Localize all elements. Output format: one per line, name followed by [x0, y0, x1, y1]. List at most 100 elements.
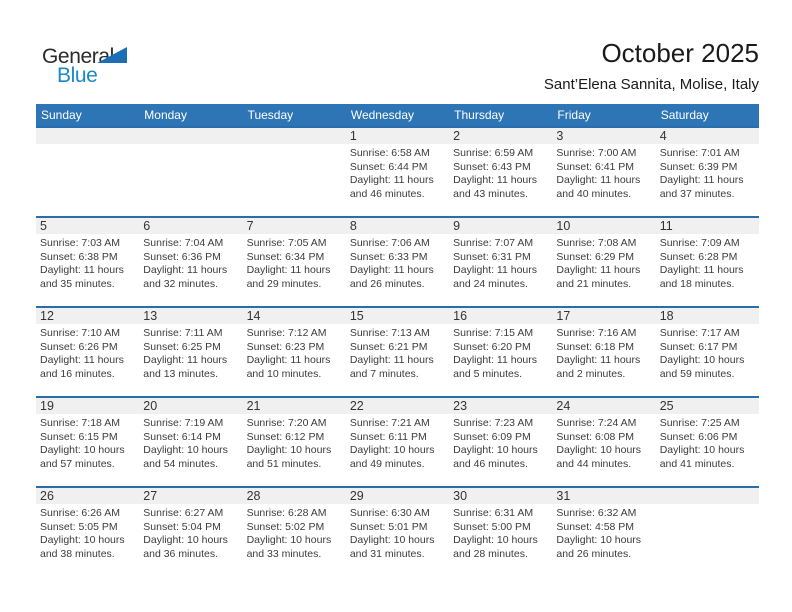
- sunrise-text: Sunrise: 7:03 AM: [40, 237, 120, 249]
- daylight-text: Daylight: 10 hours and 28 minutes.: [453, 534, 538, 560]
- sunset-text: Sunset: 6:26 PM: [40, 340, 118, 353]
- week-row: 26 Sunrise: 6:26 AM Sunset: 5:05 PM Dayligh…: [36, 486, 759, 576]
- weekday-header-saturday: Saturday: [660, 108, 709, 122]
- day-number: 12: [36, 308, 140, 324]
- sunset-text: Sunset: 6:18 PM: [556, 340, 635, 353]
- day-info: Sunrise: 6:31 AM Sunset: 5:00 PM Daylight:…: [449, 504, 552, 561]
- day-number: 4: [655, 128, 759, 144]
- sunset-text: Sunset: 6:14 PM: [143, 430, 221, 443]
- sunset-text: Sunset: 6:31 PM: [453, 250, 531, 263]
- sunrise-text: Sunrise: 6:30 AM: [349, 507, 430, 519]
- day-info: Sunrise: 6:59 AM Sunset: 6:43 PM Daylight:…: [449, 144, 552, 201]
- day-info: Sunrise: 7:18 AM Sunset: 6:15 PM Daylight:…: [36, 414, 139, 471]
- sunrise-text: Sunrise: 6:28 AM: [246, 507, 327, 519]
- daylight-text: Daylight: 11 hours and 40 minutes.: [556, 174, 641, 200]
- day-cell: 6 Sunrise: 7:04 AM Sunset: 6:36 PM Daylight…: [139, 218, 243, 306]
- day-cell: 14 Sunrise: 7:12 AM Sunset: 6:23 PM Dayligh…: [242, 308, 346, 396]
- page-title: October 2025: [601, 38, 759, 68]
- weekday-header-row: Sunday Monday Tuesday Wednesday Thursday Frid…: [36, 104, 759, 126]
- daylight-text: Daylight: 10 hours and 57 minutes.: [40, 444, 125, 470]
- sunrise-text: Sunrise: 7:12 AM: [246, 327, 327, 339]
- daylight-text: Daylight: 11 hours and 5 minutes.: [453, 354, 537, 380]
- sunset-text: Sunset: 5:00 PM: [453, 520, 531, 533]
- weekday-header-thursday: Thursday: [454, 108, 505, 122]
- daylight-text: Daylight: 10 hours and 54 minutes.: [143, 444, 228, 470]
- sunrise-text: Sunrise: 6:26 AM: [40, 507, 120, 519]
- day-cell: 24 Sunrise: 7:24 AM Sunset: 6:08 PM Dayligh…: [552, 398, 656, 486]
- sunset-text: Sunset: 6:28 PM: [659, 250, 738, 263]
- day-cell: 9 Sunrise: 7:07 AM Sunset: 6:31 PM Daylight…: [449, 218, 553, 306]
- sunrise-text: Sunrise: 7:13 AM: [349, 327, 430, 339]
- day-number: 28: [242, 488, 346, 504]
- day-number: 1: [345, 128, 450, 144]
- day-cell: 5 Sunrise: 7:03 AM Sunset: 6:38 PM Daylight…: [36, 218, 140, 306]
- day-info: Sunrise: 6:27 AM Sunset: 5:04 PM Daylight:…: [139, 504, 242, 561]
- sunrise-text: Sunrise: 7:10 AM: [40, 327, 120, 339]
- daylight-text: Daylight: 11 hours and 13 minutes.: [143, 354, 228, 380]
- day-cell: 17 Sunrise: 7:16 AM Sunset: 6:18 PM Dayligh…: [552, 308, 656, 396]
- sunset-text: Sunset: 6:09 PM: [453, 430, 531, 443]
- day-number: 25: [655, 398, 759, 414]
- daylight-text: Daylight: 10 hours and 49 minutes.: [349, 444, 435, 470]
- sunset-text: Sunset: 6:38 PM: [40, 250, 118, 263]
- sunset-text: Sunset: 6:41 PM: [556, 160, 635, 173]
- sunrise-text: Sunrise: 6:27 AM: [143, 507, 224, 519]
- day-cell: 10 Sunrise: 7:08 AM Sunset: 6:29 PM Dayligh…: [552, 218, 656, 306]
- empty-day-cell: [655, 488, 759, 576]
- daylight-text: Daylight: 11 hours and 46 minutes.: [349, 174, 434, 200]
- sunrise-text: Sunrise: 7:01 AM: [659, 147, 740, 159]
- day-info: Sunrise: 7:17 AM Sunset: 6:17 PM Daylight:…: [656, 324, 759, 381]
- sunrise-text: Sunrise: 7:24 AM: [556, 417, 637, 429]
- day-number: 7: [242, 218, 346, 234]
- day-number: 10: [552, 218, 656, 234]
- day-info: Sunrise: 7:16 AM Sunset: 6:18 PM Daylight:…: [552, 324, 655, 381]
- daylight-text: Daylight: 11 hours and 43 minutes.: [453, 174, 537, 200]
- sunrise-text: Sunrise: 7:17 AM: [659, 327, 740, 339]
- day-cell: 31 Sunrise: 6:32 AM Sunset: 4:58 PM Dayligh…: [552, 488, 656, 576]
- sunset-text: Sunset: 6:17 PM: [659, 340, 738, 353]
- weekday-header-tuesday: Tuesday: [247, 108, 294, 122]
- day-info: Sunrise: 7:00 AM Sunset: 6:41 PM Daylight:…: [552, 144, 655, 201]
- day-info: Sunrise: 6:32 AM Sunset: 4:58 PM Daylight:…: [552, 504, 655, 561]
- sunset-text: Sunset: 6:06 PM: [659, 430, 738, 443]
- sunrise-text: Sunrise: 7:20 AM: [246, 417, 327, 429]
- sunset-text: Sunset: 6:33 PM: [349, 250, 428, 263]
- day-info: Sunrise: 7:05 AM Sunset: 6:34 PM Daylight:…: [243, 234, 346, 291]
- sunset-text: Sunset: 4:58 PM: [556, 520, 635, 533]
- sunset-text: Sunset: 6:15 PM: [40, 430, 118, 443]
- sunset-text: Sunset: 6:20 PM: [453, 340, 531, 353]
- day-number: 16: [449, 308, 553, 324]
- day-cell: 30 Sunrise: 6:31 AM Sunset: 5:00 PM Dayligh…: [449, 488, 553, 576]
- day-info: Sunrise: 7:06 AM Sunset: 6:33 PM Daylight:…: [346, 234, 449, 291]
- day-cell: 13 Sunrise: 7:11 AM Sunset: 6:25 PM Dayligh…: [139, 308, 243, 396]
- daylight-text: Daylight: 11 hours and 10 minutes.: [246, 354, 331, 380]
- daylight-text: Daylight: 11 hours and 16 minutes.: [40, 354, 124, 380]
- daylight-text: Daylight: 10 hours and 31 minutes.: [349, 534, 435, 560]
- day-info: Sunrise: 7:15 AM Sunset: 6:20 PM Daylight:…: [449, 324, 552, 381]
- week-row: 1 Sunrise: 6:58 AM Sunset: 6:44 PM Daylight…: [36, 126, 759, 216]
- day-info: Sunrise: 7:21 AM Sunset: 6:11 PM Daylight:…: [346, 414, 449, 471]
- daylight-text: Daylight: 11 hours and 32 minutes.: [143, 264, 228, 290]
- sunrise-text: Sunrise: 7:25 AM: [659, 417, 740, 429]
- day-cell: 18 Sunrise: 7:17 AM Sunset: 6:17 PM Dayligh…: [655, 308, 759, 396]
- sunrise-text: Sunrise: 7:23 AM: [453, 417, 534, 429]
- daylight-text: Daylight: 11 hours and 21 minutes.: [556, 264, 641, 290]
- day-cell: 21 Sunrise: 7:20 AM Sunset: 6:12 PM Dayligh…: [242, 398, 346, 486]
- day-number: 17: [552, 308, 656, 324]
- daylight-text: Daylight: 10 hours and 41 minutes.: [659, 444, 745, 470]
- sunrise-text: Sunrise: 6:58 AM: [349, 147, 430, 159]
- day-number: 13: [139, 308, 243, 324]
- day-cell: 29 Sunrise: 6:30 AM Sunset: 5:01 PM Dayligh…: [345, 488, 450, 576]
- empty-day-cell: [139, 128, 243, 216]
- sunset-text: Sunset: 6:21 PM: [349, 340, 428, 353]
- day-number: 19: [36, 398, 140, 414]
- sunrise-text: Sunrise: 7:18 AM: [40, 417, 120, 429]
- day-number: 23: [449, 398, 553, 414]
- weekday-header-monday: Monday: [144, 108, 187, 122]
- day-info: Sunrise: 7:09 AM Sunset: 6:28 PM Daylight:…: [656, 234, 759, 291]
- empty-day-cell: [242, 128, 346, 216]
- daylight-text: Daylight: 11 hours and 29 minutes.: [246, 264, 331, 290]
- daylight-text: Daylight: 10 hours and 36 minutes.: [143, 534, 228, 560]
- sunrise-text: Sunrise: 6:32 AM: [556, 507, 637, 519]
- sunrise-text: Sunrise: 7:16 AM: [556, 327, 637, 339]
